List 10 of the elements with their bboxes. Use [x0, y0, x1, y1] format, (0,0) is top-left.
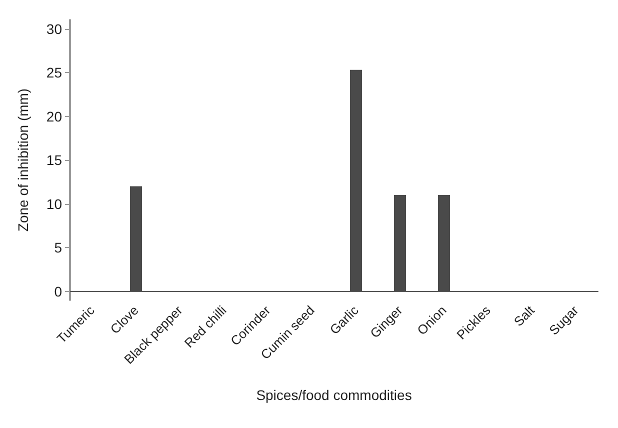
x-axis-title: Spices/food commodities — [256, 387, 412, 403]
y-tick-label: 25 — [46, 64, 62, 80]
y-tick-label: 30 — [46, 20, 62, 37]
y-axis-title: Zone of inhibition (mm) — [15, 88, 31, 232]
y-tick-label: 10 — [46, 196, 62, 212]
y-tick-label: 15 — [46, 152, 62, 168]
y-tick-label: 0 — [54, 283, 62, 300]
y-tick-label: 5 — [54, 240, 62, 256]
y-tick-label: 20 — [46, 108, 62, 124]
x-tick-label: Salt — [510, 302, 538, 330]
